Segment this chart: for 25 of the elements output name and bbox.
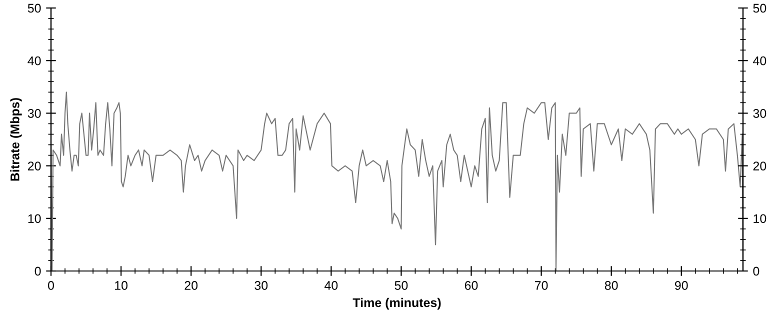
x-tick-label: 0 [48,281,54,290]
y-tick-label: 40 [28,56,41,66]
y2-tick-label: 50 [753,4,766,13]
y-tick-label: 10 [28,214,41,224]
x-tick-label: 60 [464,281,478,290]
y2-tick-label: 10 [754,214,766,224]
y2-tick-label: 30 [753,109,766,118]
y2-tick-label: 40 [753,56,766,66]
x-tick-label: 90 [675,281,688,290]
y-tick-label: 20 [28,162,41,170]
y2-tick-label: 0 [753,266,760,276]
x-tick-label: 10 [115,281,128,290]
x-tick-label: 40 [324,281,338,290]
y-tick-label: 0 [34,266,41,276]
y2-tick-label: 20 [753,162,766,170]
line-series [51,92,743,271]
x-axis-title: Time (minutes) [352,298,441,310]
x-tick-label: 50 [394,281,408,290]
y-axis-title: Bitrate (Mbps) [10,98,22,181]
x-tick-label: 80 [604,281,618,290]
x-tick-label: 20 [184,281,198,290]
y-tick-label: 50 [28,4,41,13]
x-tick-label: 30 [254,281,268,290]
y-tick-label: 30 [28,109,41,118]
x-tick-label: 70 [534,281,548,290]
